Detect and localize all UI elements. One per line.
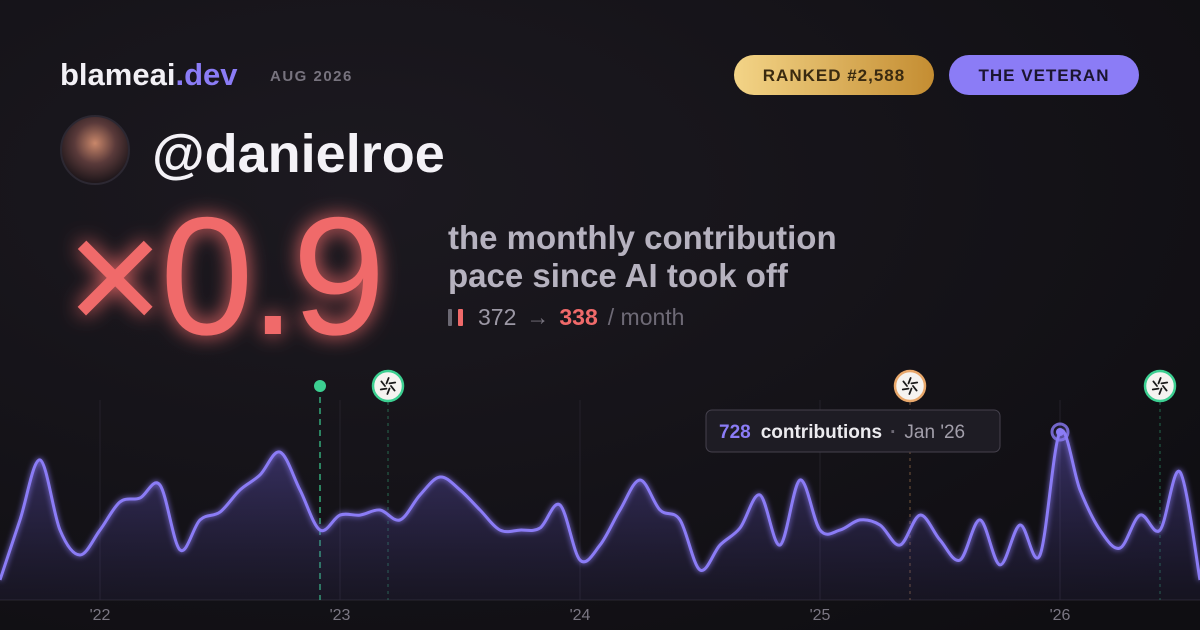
marker-icon [371,369,405,403]
brand: blameai.dev [60,57,238,92]
x-tick-label: '26 [1050,607,1071,624]
tooltip-value: 728 [719,422,751,443]
tooltip-unit: contributions [761,422,882,443]
rank-badge [734,55,934,95]
pace-after: 338 [559,304,598,330]
marker-glyph [1151,377,1169,395]
marker-glyph [379,377,397,395]
title-badge [949,55,1139,95]
title-badge-text: THE VETERAN [979,66,1110,85]
rank-badge-text: RANKED #2,588 [763,66,905,85]
description-line: the monthly contribution [448,219,837,256]
pace-before: 372 [478,304,516,330]
x-tick-label: '23 [330,607,351,624]
marker-icon [893,369,927,403]
multiplier: ×0.9 [66,182,382,370]
brand-tld: .dev [175,57,238,92]
marker-icon [1143,369,1177,403]
x-tick-label: '22 [90,607,111,624]
tooltip-text: 728 contributions · Jan '26 [719,422,965,443]
line [0,429,1200,581]
brand-name: blameai [60,57,175,92]
pace-unit: / month [608,304,685,330]
tooltip-separator: · [890,422,896,443]
handle: @danielroe [152,124,445,184]
tooltip-label: Jan '26 [904,422,965,443]
highlight-point [1056,428,1064,436]
chart: '22 '23 '24 '25 '26 728 contributions · Jan '26 [0,369,1200,624]
start-marker-dot [314,380,326,392]
pace-arrow: → [526,304,549,330]
marker-glyph [901,377,919,395]
x-tick-label: '24 [570,607,591,624]
description-line: pace since AI took off [448,257,789,294]
avatar [60,115,130,185]
tooltip [705,409,1001,453]
pace-icon [448,309,452,326]
pace-icon [458,309,463,326]
area [0,430,1200,600]
date: AUG 2026 [270,68,353,85]
x-tick-label: '25 [810,607,831,624]
highlight-point [1050,422,1070,442]
pace: 372 → 338 / month [478,304,684,330]
